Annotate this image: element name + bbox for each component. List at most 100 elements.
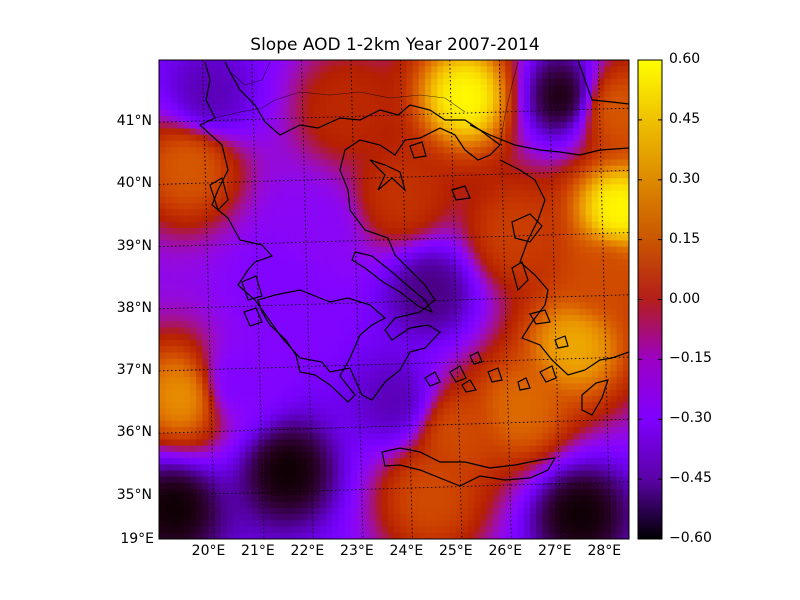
heatmap-cell (598, 315, 605, 322)
heatmap-cell (295, 184, 302, 192)
heatmap-cell (418, 265, 426, 273)
heatmap-cell (381, 66, 389, 74)
heatmap-cell (369, 377, 377, 385)
heatmap-cell (622, 383, 629, 391)
heatmap-cell (381, 321, 389, 329)
heatmap-cell (604, 252, 612, 260)
heatmap-cell (394, 227, 401, 235)
heatmap-cell (449, 395, 457, 403)
heatmap-cell (375, 60, 383, 67)
heatmap-cell (604, 451, 612, 459)
heatmap-cell (245, 408, 253, 416)
heatmap-cell (499, 277, 506, 285)
heatmap-cell (295, 408, 302, 416)
heatmap-cell (579, 395, 587, 403)
heatmap-cell (517, 358, 525, 366)
heatmap-cell (288, 147, 296, 154)
heatmap-cell (381, 78, 389, 86)
heatmap-cell (536, 427, 544, 434)
heatmap-cell (369, 171, 377, 179)
heatmap-cell (319, 277, 327, 285)
heatmap-cell (505, 72, 513, 80)
heatmap-cell (499, 91, 506, 98)
heatmap-cell (220, 259, 228, 266)
heatmap-cell (492, 221, 500, 229)
heatmap-cell (301, 395, 309, 403)
heatmap-cell (363, 333, 370, 341)
heatmap-cell (159, 60, 166, 67)
heatmap-cell (350, 252, 358, 260)
heatmap-cell (517, 190, 525, 198)
heatmap-cell (567, 184, 574, 192)
heatmap-cell (369, 346, 377, 353)
heatmap-cell (332, 190, 339, 198)
heatmap-cell (462, 333, 469, 341)
heatmap-cell (412, 246, 420, 254)
heatmap-cell (579, 321, 587, 329)
heatmap-cell (245, 221, 253, 229)
heatmap-cell (431, 240, 438, 248)
heatmap-cell (196, 246, 203, 254)
heatmap-cell (585, 408, 593, 416)
heatmap-cell (412, 352, 420, 360)
heatmap-cell (622, 352, 629, 360)
heatmap-cell (424, 333, 432, 341)
heatmap-cell (530, 140, 537, 148)
heatmap-cell (301, 147, 309, 154)
heatmap-cell (424, 352, 432, 360)
heatmap-cell (288, 134, 296, 142)
heatmap-cell (486, 433, 494, 441)
heatmap-cell (604, 78, 612, 86)
heatmap-cell (369, 383, 377, 391)
heatmap-cell (437, 327, 445, 335)
heatmap-cell (171, 252, 179, 260)
heatmap-cell (424, 364, 432, 372)
heatmap-cell (276, 383, 284, 391)
heatmap-cell (462, 171, 469, 179)
heatmap-cell (567, 115, 574, 123)
heatmap-cell (437, 451, 445, 459)
heatmap-cell (499, 433, 506, 441)
heatmap-cell (356, 184, 364, 192)
heatmap-cell (622, 308, 629, 316)
heatmap-cell (165, 290, 172, 297)
heatmap-cell (437, 252, 445, 260)
heatmap-cell (486, 389, 494, 397)
heatmap-cell (196, 346, 203, 353)
heatmap-cell (165, 190, 172, 198)
heatmap-cell (616, 115, 624, 123)
heatmap-cell (394, 109, 401, 117)
heatmap-cell (530, 283, 537, 291)
heatmap-cell (437, 227, 445, 235)
heatmap-cell (239, 321, 247, 329)
heatmap-cell (554, 84, 562, 92)
heatmap-cell (332, 246, 339, 254)
heatmap-cell (492, 321, 500, 329)
heatmap-cell (499, 408, 506, 416)
heatmap-cell (350, 221, 358, 229)
heatmap-cell (344, 184, 352, 192)
heatmap-cell (560, 203, 568, 210)
heatmap-cell (542, 333, 550, 341)
heatmap-cell (474, 352, 482, 360)
heatmap-cell (189, 352, 197, 360)
heatmap-cell (189, 464, 197, 472)
heatmap-cell (579, 171, 587, 179)
heatmap-cell (363, 209, 370, 217)
heatmap-cell (511, 283, 519, 291)
heatmap-cell (591, 72, 599, 80)
heatmap-cell (270, 358, 278, 366)
heatmap-cell (616, 346, 624, 353)
heatmap-cell (177, 178, 185, 186)
heatmap-cell (517, 383, 525, 391)
heatmap-cell (455, 333, 463, 341)
heatmap-cell (159, 221, 166, 229)
heatmap-cell (196, 433, 203, 441)
heatmap-cell (567, 240, 574, 248)
heatmap-cell (548, 221, 556, 229)
heatmap-cell (548, 122, 556, 130)
heatmap-cell (431, 60, 438, 67)
heatmap-cell (183, 290, 191, 297)
heatmap-cell (239, 364, 247, 372)
heatmap-cell (542, 321, 550, 329)
